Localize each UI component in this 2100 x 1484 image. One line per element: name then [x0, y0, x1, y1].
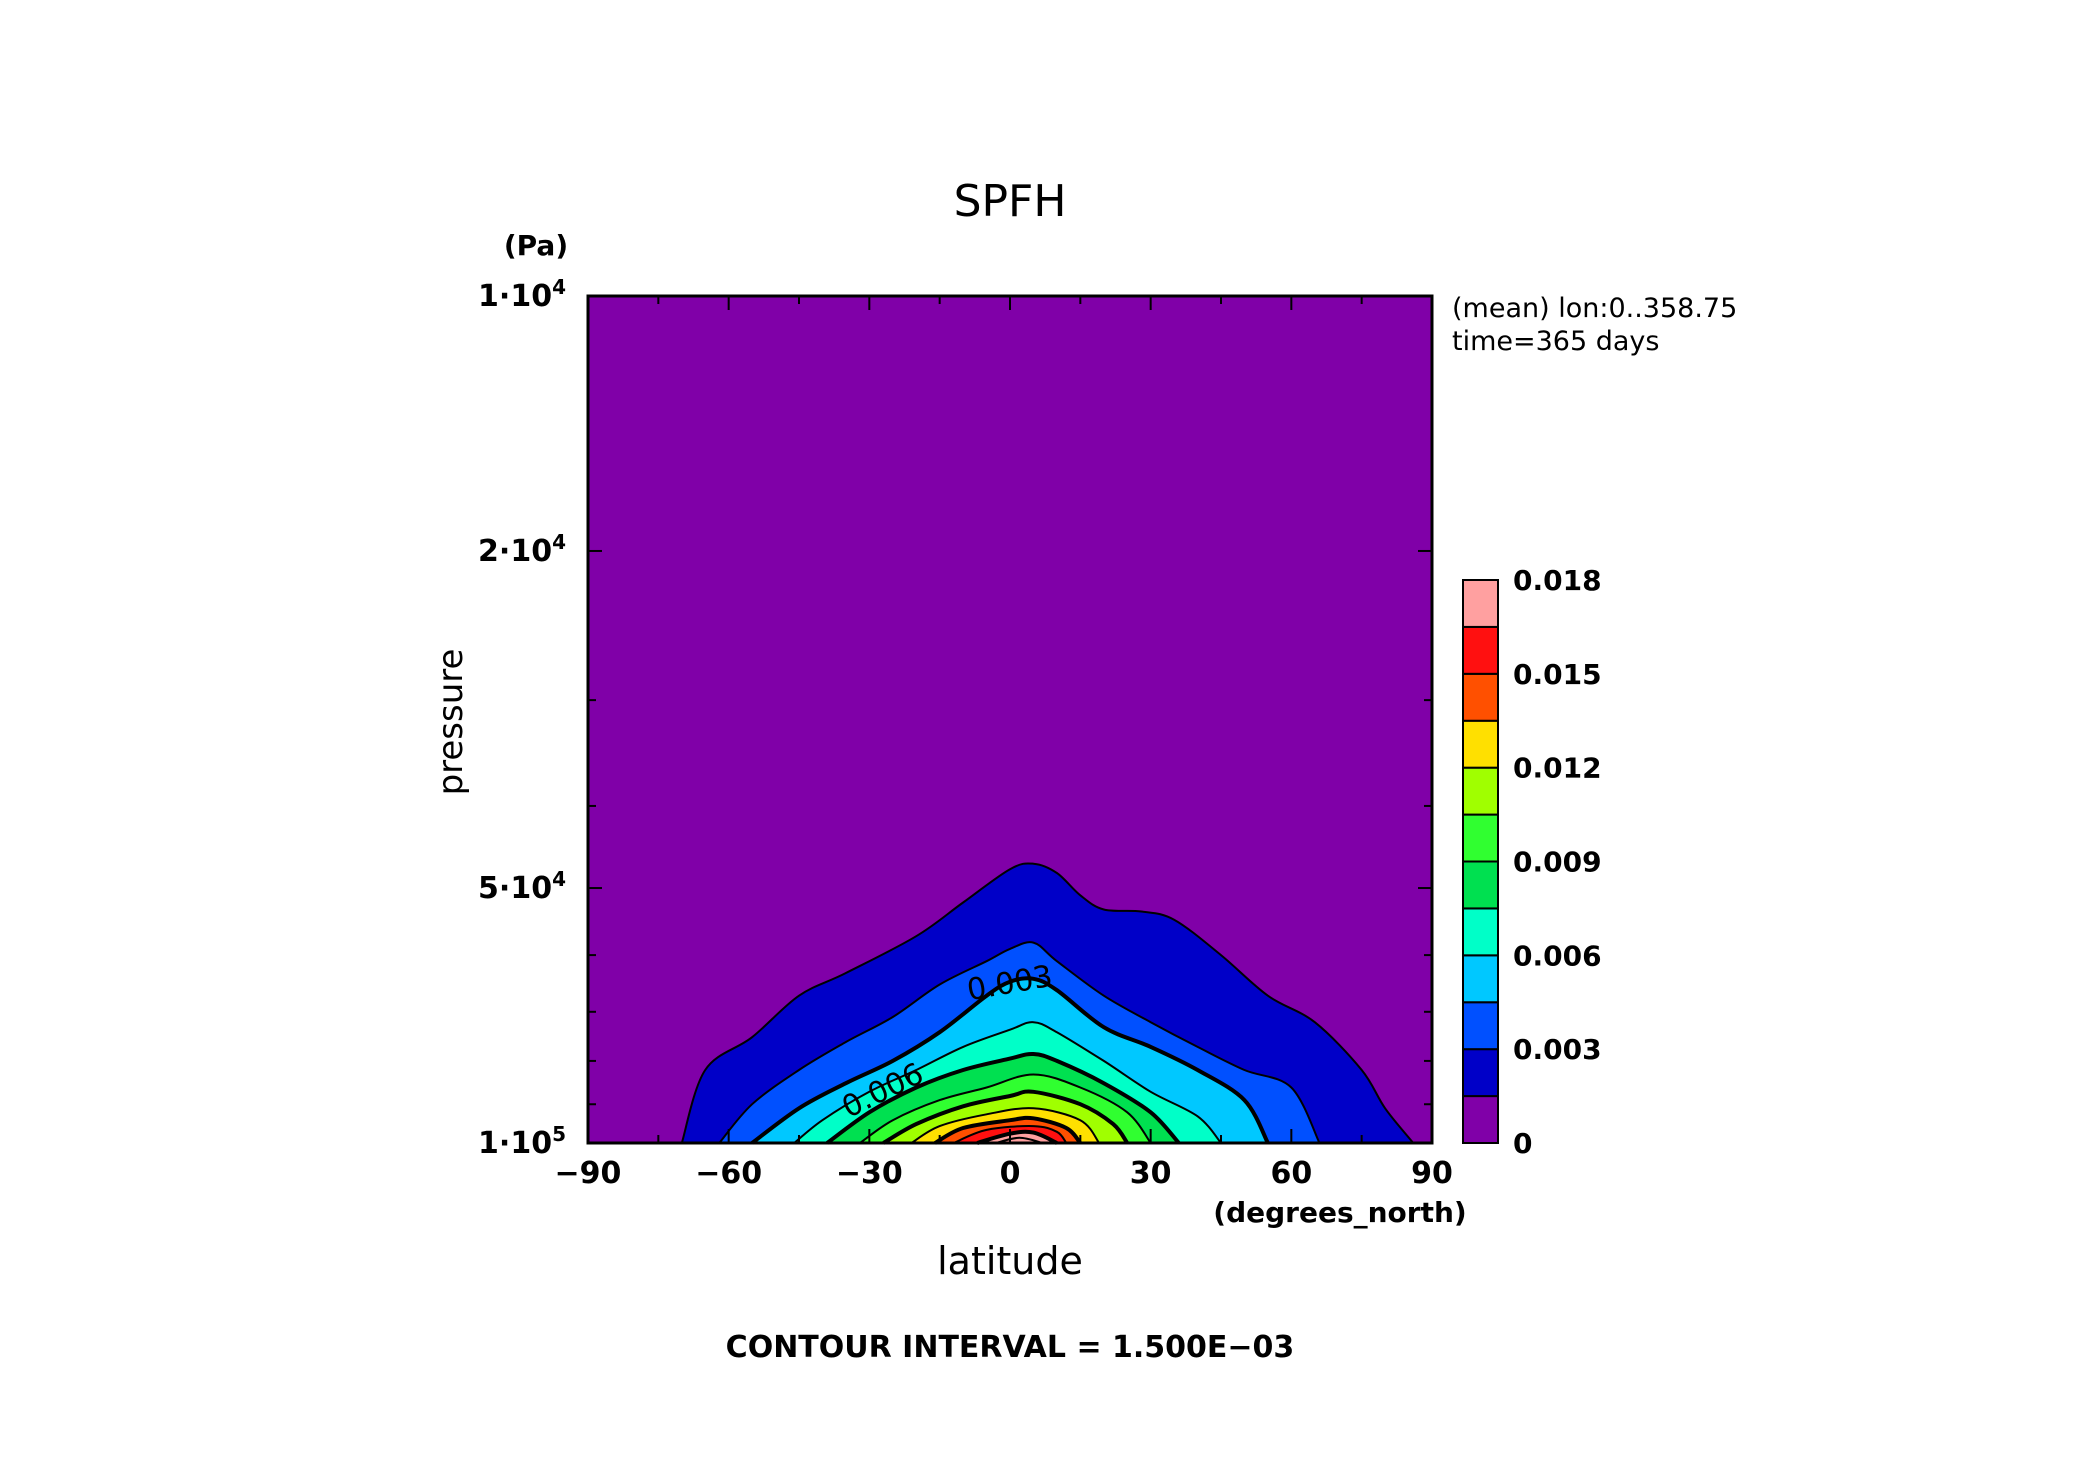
- colorbar-swatch: [1462, 813, 1499, 863]
- x-tick-label: 90: [1411, 1156, 1453, 1191]
- colorbar-swatch: [1462, 1048, 1499, 1098]
- colorbar-tick-label: 0.003: [1513, 1033, 1602, 1066]
- colorbar-swatch: [1462, 907, 1499, 957]
- x-tick-label: 60: [1270, 1156, 1312, 1191]
- y-tick-label: 5·104: [478, 867, 566, 906]
- contour-line-0.0135: [953, 1125, 1068, 1144]
- contour-lines: [680, 862, 1414, 1145]
- x-tick-label: −90: [555, 1156, 622, 1191]
- contour-line-0.009: [882, 1089, 1129, 1145]
- y-tick-label: 1·105: [478, 1122, 566, 1161]
- chart-title: SPFH: [954, 176, 1067, 227]
- colorbar-swatch: [1462, 625, 1499, 675]
- colorbar-tick-label: 0: [1513, 1127, 1532, 1160]
- contour-line-0.0075: [859, 1073, 1152, 1144]
- x-tick-label: 0: [1000, 1156, 1021, 1191]
- colorbar-tick-label: 0.006: [1513, 939, 1602, 972]
- contour-line-0.0105: [910, 1107, 1100, 1144]
- contour-interval-footer: CONTOUR INTERVAL = 1.500E−03: [726, 1330, 1295, 1365]
- colorbar-swatch: [1462, 719, 1499, 769]
- colorbar-tick-label: 0.012: [1513, 752, 1602, 785]
- colorbar-swatch: [1462, 1095, 1499, 1145]
- colorbar-swatch: [1462, 766, 1499, 816]
- colorbar-tick-label: 0.015: [1513, 658, 1602, 691]
- axes: −90 −60 −30 0 30 60 90 1·104 2·104 5·104 1·105: [478, 275, 1453, 1191]
- y-units: (Pa): [504, 229, 568, 262]
- colorbar-swatch: [1462, 860, 1499, 910]
- contour-line-0.006: [825, 1051, 1181, 1145]
- contour-line-0: [680, 862, 1414, 1144]
- colorbar-swatch: [1462, 954, 1499, 1004]
- x-units: (degrees_north): [1213, 1196, 1466, 1229]
- colorbar: 0 0.003 0.006 0.009 0.012 0.015 0.018: [1462, 564, 1602, 1160]
- y-axis-label: pressure: [431, 649, 471, 796]
- colorbar-swatch: [1462, 672, 1499, 722]
- colorbar-swatch: [1462, 1001, 1499, 1051]
- colorbar-swatch: [1462, 579, 1499, 628]
- contour-line-0.0045: [793, 1021, 1222, 1144]
- colorbar-tick-label: 0.018: [1513, 564, 1602, 597]
- colorbar-tick-label: 0.009: [1513, 846, 1602, 879]
- y-tick-label: 2·104: [478, 530, 566, 569]
- contour-line-0.015: [976, 1129, 1058, 1145]
- x-tick-label: −60: [695, 1156, 762, 1191]
- annotation-mean-lon: (mean) lon:0..358.75: [1452, 293, 1737, 324]
- x-tick-label: −30: [836, 1156, 903, 1191]
- x-tick-label: 30: [1130, 1156, 1172, 1191]
- contour-line-0.0015: [718, 941, 1321, 1144]
- contour-line-0.012: [933, 1115, 1082, 1145]
- annotation-time: time=365 days: [1452, 326, 1659, 357]
- contour-line-0.003: [750, 976, 1270, 1145]
- y-tick-label: 1·104: [478, 275, 566, 314]
- x-axis-label: latitude: [937, 1239, 1083, 1283]
